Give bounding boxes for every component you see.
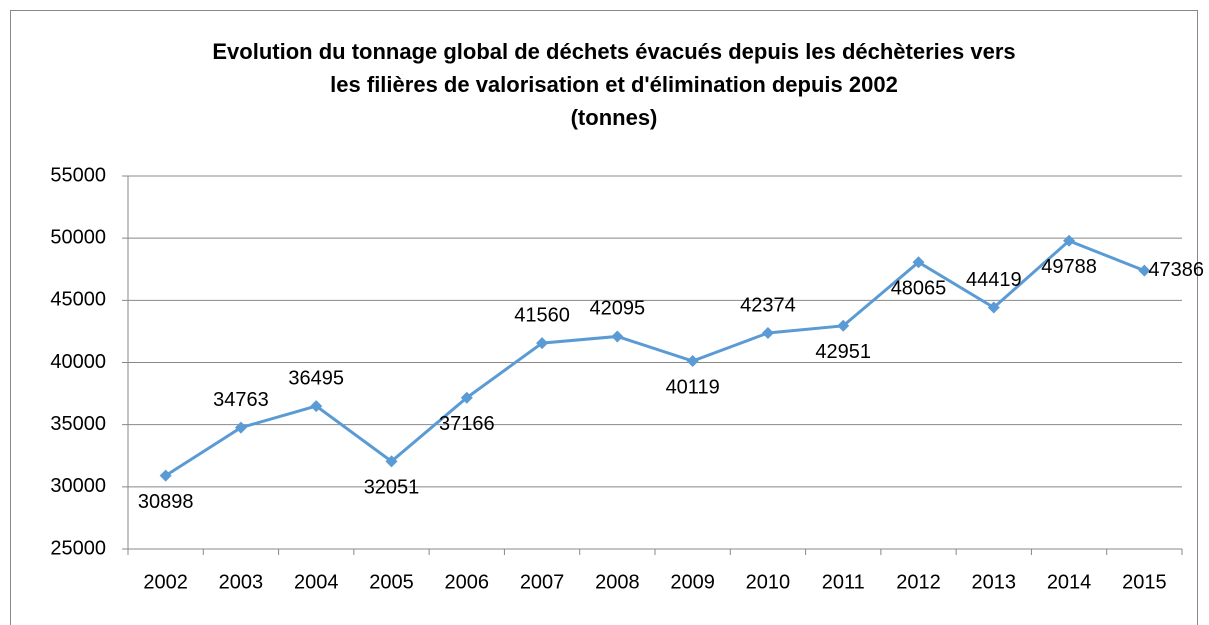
x-tick-label: 2007: [520, 571, 565, 593]
y-tick-label: 25000: [50, 537, 106, 559]
x-tick-label: 2003: [219, 571, 264, 593]
marker: [611, 330, 624, 343]
x-tick-label: 2009: [670, 571, 715, 593]
x-tick-label: 2014: [1047, 571, 1092, 593]
data-label: 41560: [514, 304, 570, 326]
data-label: 40119: [666, 376, 720, 398]
line: [164, 239, 1145, 477]
x-tick-label: 2005: [369, 571, 414, 593]
chart-title: (tonnes): [571, 105, 658, 130]
x-tick-label: 2002: [143, 571, 188, 593]
chart-title: les filières de valorisation et d'élimin…: [330, 72, 898, 97]
marker: [460, 391, 473, 404]
data-label: 49788: [1041, 256, 1097, 278]
marker: [837, 319, 850, 332]
marker: [987, 301, 1000, 314]
data-label: 47386: [1148, 259, 1204, 281]
data-label: 30898: [138, 491, 194, 513]
data-label: 37166: [439, 413, 495, 435]
x-tick-label: 2013: [972, 571, 1017, 593]
marker: [159, 469, 172, 482]
marker: [1063, 234, 1076, 247]
x-tick-label: 2006: [445, 571, 490, 593]
x-tick-label: 2015: [1122, 571, 1167, 593]
y-tick-label: 40000: [50, 351, 106, 373]
chart-frame: [10, 10, 1198, 625]
marker: [536, 337, 549, 350]
x-tick-label: 2012: [896, 571, 941, 593]
marker: [686, 355, 699, 368]
data-label: 42951: [815, 341, 871, 363]
marker: [761, 326, 774, 339]
data-label: 36495: [288, 367, 344, 389]
data-label: 42095: [590, 298, 646, 320]
x-tick-label: 2011: [822, 571, 865, 593]
marker: [1138, 264, 1151, 277]
data-label: 44419: [966, 269, 1022, 291]
y-tick-label: 50000: [50, 226, 106, 248]
x-tick-label: 2008: [595, 571, 640, 593]
x-tick-label: 2010: [746, 571, 791, 593]
data-label: 48065: [891, 278, 947, 300]
marker: [234, 421, 247, 434]
data-label: 34763: [213, 389, 269, 411]
y-tick-label: 55000: [50, 164, 106, 186]
x-tick-label: 2004: [294, 571, 339, 593]
marker: [385, 455, 398, 468]
data-label: 42374: [740, 294, 796, 316]
y-tick-label: 45000: [50, 289, 106, 311]
marker: [310, 400, 323, 413]
chart-title: Evolution du tonnage global de déchets é…: [212, 39, 1015, 64]
y-tick-label: 35000: [50, 413, 106, 435]
y-tick-label: 30000: [50, 475, 106, 497]
data-label: 32051: [364, 477, 420, 499]
marker: [912, 256, 925, 269]
